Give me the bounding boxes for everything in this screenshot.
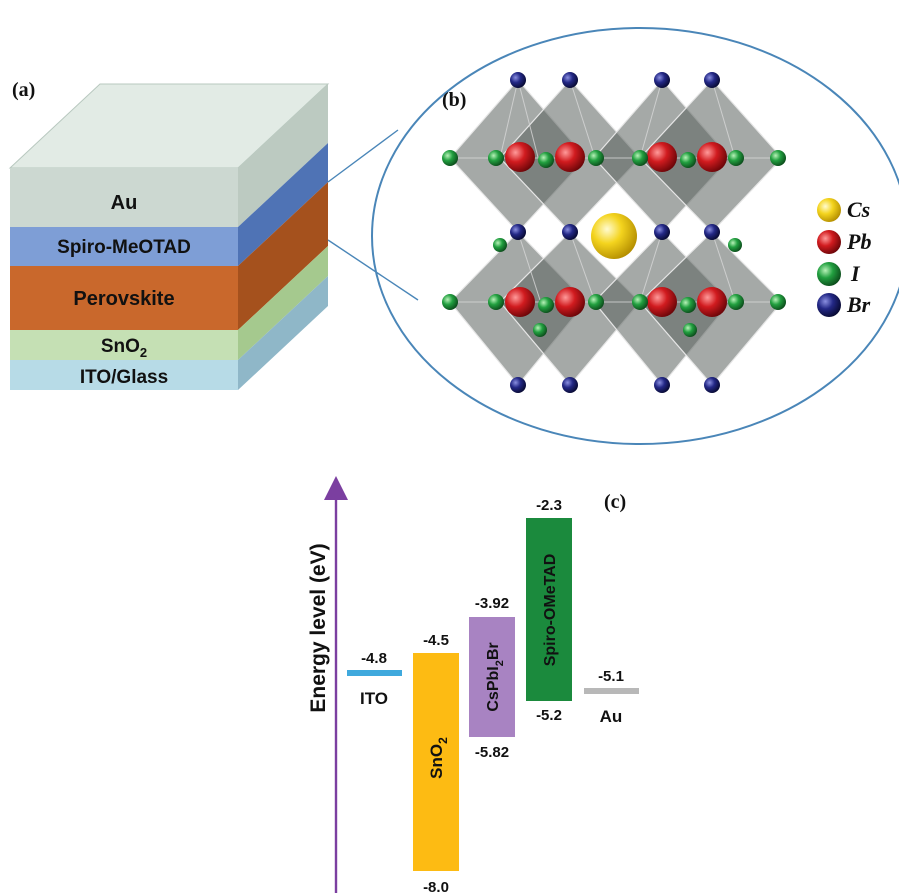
legend-cs-label: Cs	[847, 197, 870, 222]
cs-atom	[591, 213, 637, 259]
cspbi2br-bottom-value: -5.82	[475, 744, 509, 761]
br-atom	[510, 72, 526, 88]
device-stack: Au Spiro-MeOTAD Perovskite SnO2 ITO/Glas…	[10, 84, 328, 390]
i-atom	[770, 294, 786, 310]
i-atom	[728, 238, 742, 252]
pb-atom	[697, 287, 727, 317]
br-atom	[704, 377, 720, 393]
au-label: Au	[600, 707, 623, 726]
br-atom	[654, 72, 670, 88]
i-atom	[588, 150, 604, 166]
sno2-bottom-value: -8.0	[423, 879, 449, 895]
legend-br-label: Br	[846, 292, 871, 317]
ito-level-value: -4.8	[361, 650, 387, 667]
pb-atom	[505, 142, 535, 172]
legend-pb-icon	[817, 230, 841, 254]
legend-cs-icon	[817, 198, 841, 222]
legend-i-label: I	[850, 261, 861, 286]
atom-legend: Cs Pb I Br	[817, 197, 871, 317]
pb-atom	[505, 287, 535, 317]
i-atom	[442, 294, 458, 310]
energy-axis-label: Energy level (eV)	[307, 543, 330, 712]
cspbi2br-top-value: -3.92	[475, 595, 509, 612]
legend-pb-label: Pb	[846, 229, 871, 254]
pb-atom	[697, 142, 727, 172]
br-atom	[704, 72, 720, 88]
i-atom	[533, 323, 547, 337]
i-atom	[588, 294, 604, 310]
i-atom	[632, 150, 648, 166]
i-atom	[680, 152, 696, 168]
panel-a-label: (a)	[12, 79, 35, 101]
i-atom	[538, 297, 554, 313]
pb-atom	[555, 142, 585, 172]
sno2-top-value: -4.5	[423, 632, 449, 649]
i-atom	[728, 294, 744, 310]
spiro-top-value: -2.3	[536, 497, 562, 514]
layer-label-ito-glass: ITO/Glass	[80, 367, 168, 388]
au-level-line	[584, 688, 639, 694]
i-atom	[493, 238, 507, 252]
layer-label-au: Au	[111, 192, 138, 214]
br-atom	[562, 224, 578, 240]
ito-level-line	[347, 670, 402, 676]
i-atom	[442, 150, 458, 166]
br-atom	[510, 377, 526, 393]
pb-atom	[647, 142, 677, 172]
spiro-bottom-value: -5.2	[536, 707, 562, 724]
br-atom	[654, 377, 670, 393]
br-atom	[654, 224, 670, 240]
spiro-label: Spiro-OMeTAD	[542, 554, 559, 667]
au-level-value: -5.1	[598, 668, 624, 685]
zoom-line-top	[328, 130, 398, 182]
br-atom	[704, 224, 720, 240]
br-atom	[510, 224, 526, 240]
i-atom	[632, 294, 648, 310]
ito-label: ITO	[360, 689, 388, 708]
layer-label-perovskite: Perovskite	[73, 288, 174, 310]
i-atom	[538, 152, 554, 168]
i-atom	[488, 294, 504, 310]
i-atom	[683, 323, 697, 337]
panel-b-label: (b)	[442, 89, 466, 111]
i-atom	[770, 150, 786, 166]
legend-i-icon	[817, 262, 841, 286]
layer-label-spiro: Spiro-MeOTAD	[57, 237, 191, 258]
crystal-structure	[442, 72, 786, 393]
legend-br-icon	[817, 293, 841, 317]
pb-atom	[555, 287, 585, 317]
i-atom	[680, 297, 696, 313]
br-atom	[562, 72, 578, 88]
pb-atom	[647, 287, 677, 317]
panel-c-label: (c)	[604, 491, 626, 513]
i-atom	[728, 150, 744, 166]
br-atom	[562, 377, 578, 393]
i-atom	[488, 150, 504, 166]
